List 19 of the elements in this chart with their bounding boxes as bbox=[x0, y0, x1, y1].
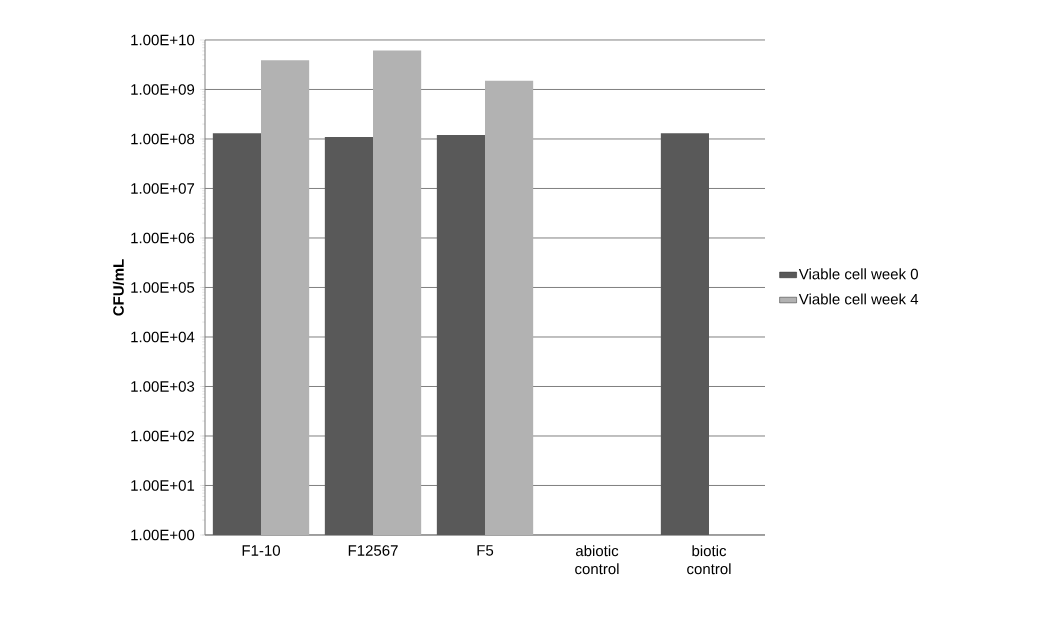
x-tick-label: F1-10 bbox=[242, 545, 281, 556]
y-axis-title: CFU/mL bbox=[112, 259, 124, 316]
y-tick-label: 1.00E+06 bbox=[131, 232, 195, 244]
y-tick-label: 1.00E+01 bbox=[131, 480, 195, 491]
y-tick-label: 1.00E+10 bbox=[131, 34, 195, 46]
y-tick-label: 1.00E+08 bbox=[131, 133, 195, 145]
y-tick-label: 1.00E+03 bbox=[131, 381, 195, 392]
x-tick-label: F5 bbox=[477, 545, 494, 556]
y-tick-label: 1.00E+09 bbox=[131, 84, 195, 95]
legend-label: Viable cell week 0 bbox=[798, 268, 918, 280]
legend-label: Viable cell week 4 bbox=[798, 293, 919, 305]
y-tick-label: 1.00E+07 bbox=[131, 183, 195, 194]
y-tick-label: 1.00E+05 bbox=[131, 282, 195, 293]
y-tick-label: 1.00E+02 bbox=[131, 430, 195, 442]
x-tick-label: F12567 bbox=[348, 545, 398, 556]
y-tick-label: 1.00E+04 bbox=[131, 331, 195, 343]
x-tick-label: biotic control bbox=[687, 545, 731, 575]
y-tick-label: 1.00E+00 bbox=[131, 529, 195, 541]
x-tick-label: abiotic control bbox=[575, 545, 619, 575]
